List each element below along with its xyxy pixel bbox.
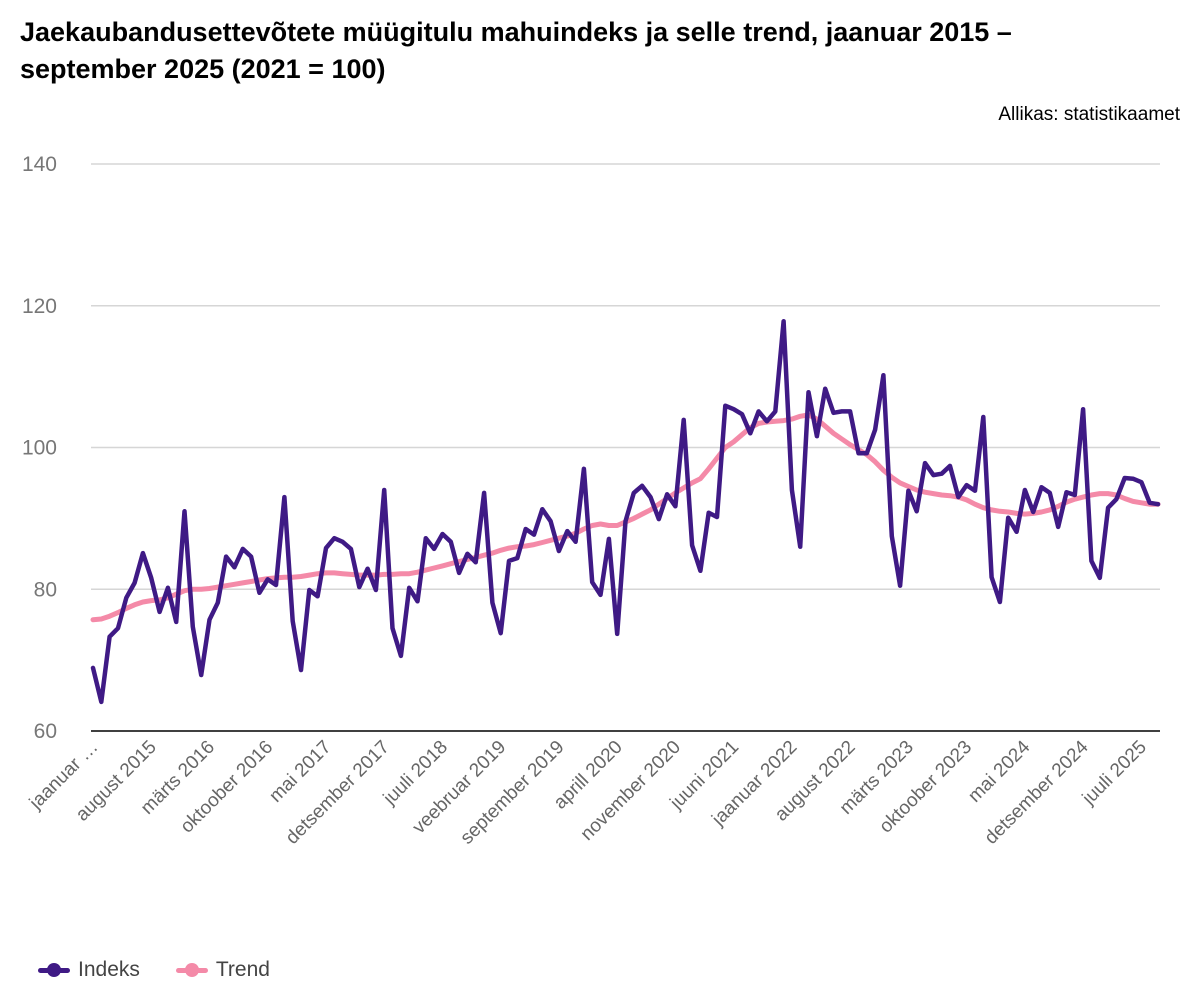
legend-label-trend: Trend (215, 958, 270, 981)
y-tick-label: 100 (22, 437, 57, 460)
legend-item-indeks[interactable]: Indeks (38, 958, 140, 982)
x-tick-label: juuli 2025 (1078, 737, 1151, 810)
y-tick-label: 120 (22, 295, 57, 318)
x-tick-label: detsember 2024 (981, 736, 1093, 848)
chart-source: Allikas: statistikaamet (998, 104, 1180, 125)
y-tick-label: 140 (22, 153, 57, 176)
x-tick-label: detsember 2017 (282, 737, 394, 849)
legend: Indeks Trend (38, 958, 270, 982)
legend-symbol-trend (175, 963, 208, 977)
y-tick-label: 60 (34, 720, 57, 743)
chart-title: Jaekaubandusettevõtete müügitulu mahuind… (20, 17, 1012, 84)
series-line-indeks (90, 319, 1161, 705)
legend-symbol-indeks (38, 963, 70, 977)
legend-item-trend[interactable]: Trend (175, 958, 270, 982)
x-tick-label: september 2019 (457, 737, 569, 849)
legend-label-indeks: Indeks (78, 958, 140, 981)
y-tick-label: 80 (34, 578, 57, 601)
x-tick-label: november 2020 (577, 737, 685, 845)
